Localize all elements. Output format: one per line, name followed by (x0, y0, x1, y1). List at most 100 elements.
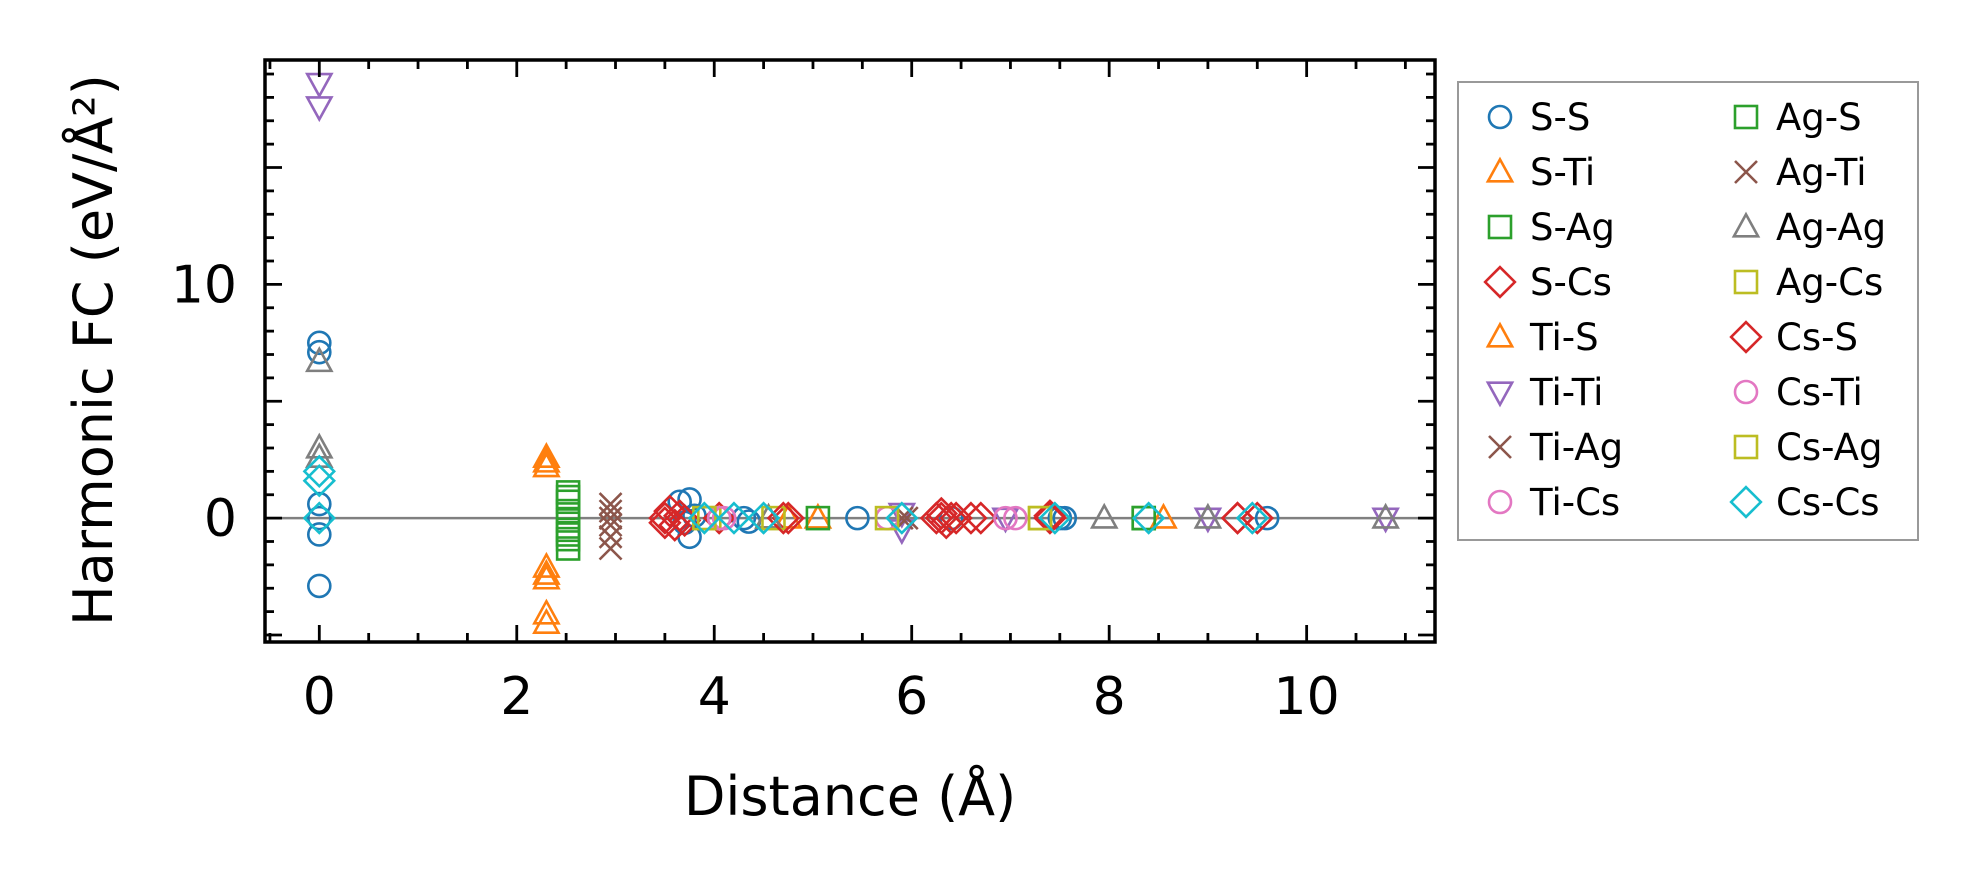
legend-label: Cs-Ti (1776, 371, 1863, 414)
legend-label: Ti-S (1529, 316, 1599, 359)
legend-label: Cs-S (1776, 316, 1858, 359)
series-ag-ag (305, 346, 1400, 529)
legend-entry: Cs-Cs (1729, 481, 1880, 524)
legend-marker (1729, 485, 1763, 519)
legend-marker (1733, 379, 1759, 405)
data-point (887, 519, 917, 546)
legend-entry: Ag-Ti (1734, 151, 1867, 194)
data-point (648, 506, 682, 540)
data-point (1003, 505, 1028, 531)
data-point (845, 505, 870, 531)
x-tick-label: 2 (500, 667, 533, 727)
data-point (532, 558, 561, 585)
series-cs-ag (692, 505, 1053, 531)
legend-entry: Ti-Ag (1488, 426, 1623, 469)
legend-label: Ag-Ag (1776, 206, 1886, 249)
legend-label: Ag-S (1776, 96, 1862, 139)
data-point (307, 522, 332, 547)
series-cs-s (648, 499, 1255, 540)
data-point (1027, 505, 1053, 531)
data-point (805, 505, 831, 531)
data-point (532, 442, 561, 468)
legend-entry: S-Ag (1487, 206, 1615, 249)
legend-marker (1734, 160, 1758, 184)
legend-label: S-Ag (1530, 206, 1615, 249)
data-point (894, 506, 919, 531)
series-s-ti (532, 442, 1178, 634)
legend-label: Cs-Ag (1776, 426, 1882, 469)
legend-label: Cs-Cs (1776, 481, 1880, 524)
data-point (934, 501, 968, 535)
data-point (302, 454, 336, 489)
data-point (532, 451, 561, 478)
legend-entry: Cs-S (1729, 316, 1858, 359)
legend-marker (1483, 265, 1517, 299)
data-point (1235, 501, 1270, 535)
data-point (991, 507, 1020, 534)
data-point (874, 505, 900, 531)
legend-marker (1485, 381, 1515, 408)
data-point (687, 501, 722, 535)
legend-entry: Ti-Cs (1487, 481, 1620, 524)
legend: S-S S-Ti S-Ag S-Cs Ti-S Ti-Ti Ti-Ag Ti-Cs Ag-S Ag… (1457, 81, 1919, 541)
data-point (1371, 502, 1400, 529)
data-point (532, 598, 561, 625)
data-point (555, 522, 581, 547)
y-tick-label: 10 (171, 255, 237, 315)
data-point (598, 536, 623, 561)
data-point (692, 505, 717, 531)
y-tick-label: 0 (204, 489, 237, 549)
series-ti-ag (598, 492, 914, 561)
data-point (532, 551, 561, 578)
legend-label: S-Ti (1530, 151, 1595, 194)
data-point (1033, 499, 1067, 533)
data-point (307, 505, 332, 531)
data-point (598, 524, 623, 549)
data-point (1038, 501, 1072, 535)
x-tick-label: 8 (1093, 667, 1126, 727)
legend-entry: Cs-Ag (1733, 426, 1882, 469)
legend-marker (1485, 156, 1515, 183)
legend-entry: Ag-S (1733, 96, 1862, 139)
data-point (307, 573, 332, 599)
legend-marker (1729, 320, 1763, 354)
legend-marker (1733, 269, 1759, 295)
data-point (885, 501, 919, 535)
data-point (658, 508, 692, 542)
legend-entry: S-S (1487, 96, 1590, 139)
legend-entry: Ti-Ti (1485, 371, 1603, 414)
legend-marker (1488, 435, 1512, 459)
data-point (939, 501, 973, 535)
legend-label: S-Cs (1530, 261, 1612, 304)
legend-marker (1733, 104, 1759, 130)
data-point (993, 505, 1018, 531)
data-point (532, 563, 561, 590)
x-tick-label: 4 (698, 667, 731, 727)
x-tick-label: 6 (895, 667, 928, 727)
data-point (307, 491, 332, 517)
legend-entry: S-Cs (1483, 261, 1612, 304)
data-point (653, 494, 687, 528)
data-point (1131, 501, 1166, 535)
legend-entry: Cs-Ti (1733, 371, 1863, 414)
y-axis-label: Harmonic FC (eV/Å²) (61, 74, 125, 626)
legend-marker (1487, 489, 1513, 515)
series-cs-cs (302, 454, 1270, 535)
legend-label: Ti-Ag (1529, 426, 1623, 469)
data-point (555, 484, 581, 510)
legend-entry: Ti-S (1485, 316, 1599, 359)
data-point (648, 501, 682, 535)
series-cs-ti (706, 505, 1028, 531)
legend-entry: Ag-Ag (1731, 206, 1886, 249)
legend-label: Ti-Ti (1529, 371, 1603, 414)
data-point (1220, 501, 1255, 535)
data-point (803, 502, 833, 529)
legend-label: Ag-Ti (1776, 151, 1867, 194)
data-point (761, 505, 786, 531)
data-point (302, 501, 336, 535)
data-points-layer (302, 72, 1400, 634)
legend-label: Ti-Cs (1529, 481, 1620, 524)
data-point (532, 607, 561, 634)
data-point (964, 501, 998, 535)
series-s-s (307, 330, 1280, 599)
